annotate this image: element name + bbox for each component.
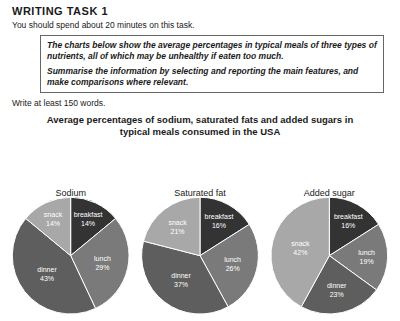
svg-text:snack14%: snack14%	[44, 211, 63, 227]
html-text:WRITING TASK 1: WRITING TASK 1	[12, 5, 108, 17]
svg-text:snack21%: snack21%	[168, 219, 187, 235]
svg-text:breakfast16%: breakfast16%	[205, 213, 234, 229]
svg-text:dinner37%: dinner37%	[171, 272, 191, 288]
html-text:You should spend about 20 minu: You should spend about 20 minutes on thi…	[12, 20, 195, 30]
svg-text:breakfast16%: breakfast16%	[334, 213, 363, 229]
svg-text:lunch26%: lunch26%	[224, 256, 241, 272]
svg-text:dinner43%: dinner43%	[37, 266, 57, 282]
svg-text:snack42%: snack42%	[291, 240, 310, 256]
svg-text:Saturated fat: Saturated fat	[174, 188, 226, 198]
svg-text:breakfast14%: breakfast14%	[74, 211, 103, 227]
html-text:Write at least 150 words.: Write at least 150 words.	[12, 98, 106, 108]
html-text:The charts below show the aver: The charts below show the average percen…	[47, 40, 377, 61]
svg-text:lunch29%: lunch29%	[94, 255, 111, 271]
svg-text:dinner23%: dinner23%	[327, 282, 347, 298]
html-text:Average percentages of sodium,: Average percentages of sodium, saturated…	[46, 114, 354, 137]
svg-text:lunch19%: lunch19%	[358, 249, 375, 265]
svg-text:Added sugar: Added sugar	[304, 188, 355, 198]
html-text:Summarise the information by s: Summarise the information by selecting a…	[47, 66, 359, 87]
svg-text:Sodium: Sodium	[55, 188, 86, 198]
